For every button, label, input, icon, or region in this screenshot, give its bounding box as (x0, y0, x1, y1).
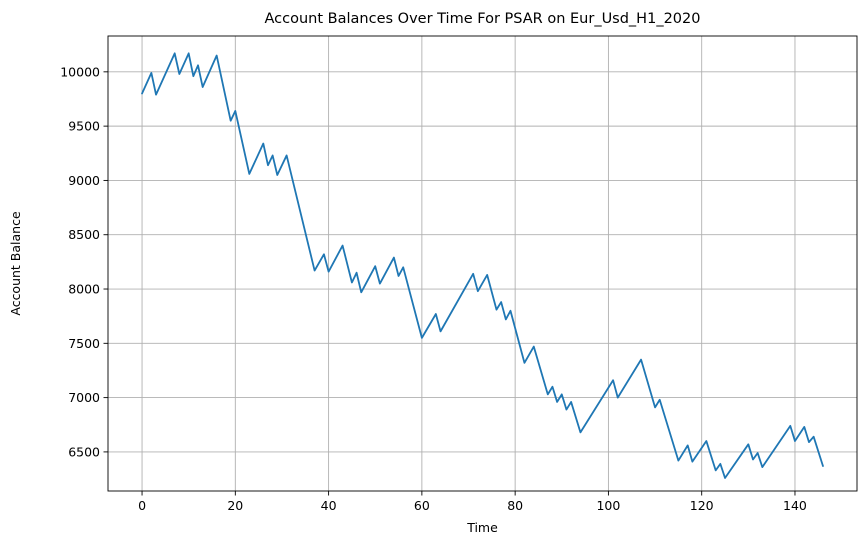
y-axis: 6500 7000 7500 8000 8500 9000 9500 10000 (60, 64, 108, 459)
y-tick-label: 9000 (68, 173, 100, 188)
chart-title: Account Balances Over Time For PSAR on E… (265, 11, 701, 27)
gridlines (108, 36, 857, 491)
y-tick-label: 7000 (68, 390, 100, 405)
x-tick-label: 0 (138, 498, 146, 513)
y-tick-label: 7500 (68, 336, 100, 351)
x-tick-label: 40 (321, 498, 337, 513)
x-tick-label: 20 (227, 498, 243, 513)
x-tick-label: 140 (783, 498, 807, 513)
x-tick-label: 120 (690, 498, 714, 513)
y-tick-label: 9500 (68, 119, 100, 134)
y-tick-label: 6500 (68, 444, 100, 459)
y-tick-label: 8000 (68, 282, 100, 297)
balance-series-line (141, 52, 824, 479)
x-axis-label: Time (466, 520, 498, 535)
series-layer (141, 52, 824, 479)
y-tick-label: 10000 (60, 64, 100, 79)
y-axis-label: Account Balance (8, 211, 23, 316)
x-tick-label: 100 (596, 498, 620, 513)
x-tick-label: 80 (507, 498, 523, 513)
y-tick-label: 8500 (68, 227, 100, 242)
plot-frame (107, 35, 858, 492)
x-axis: 0 20 40 60 80 100 120 140 (138, 491, 807, 513)
x-tick-label: 60 (414, 498, 430, 513)
